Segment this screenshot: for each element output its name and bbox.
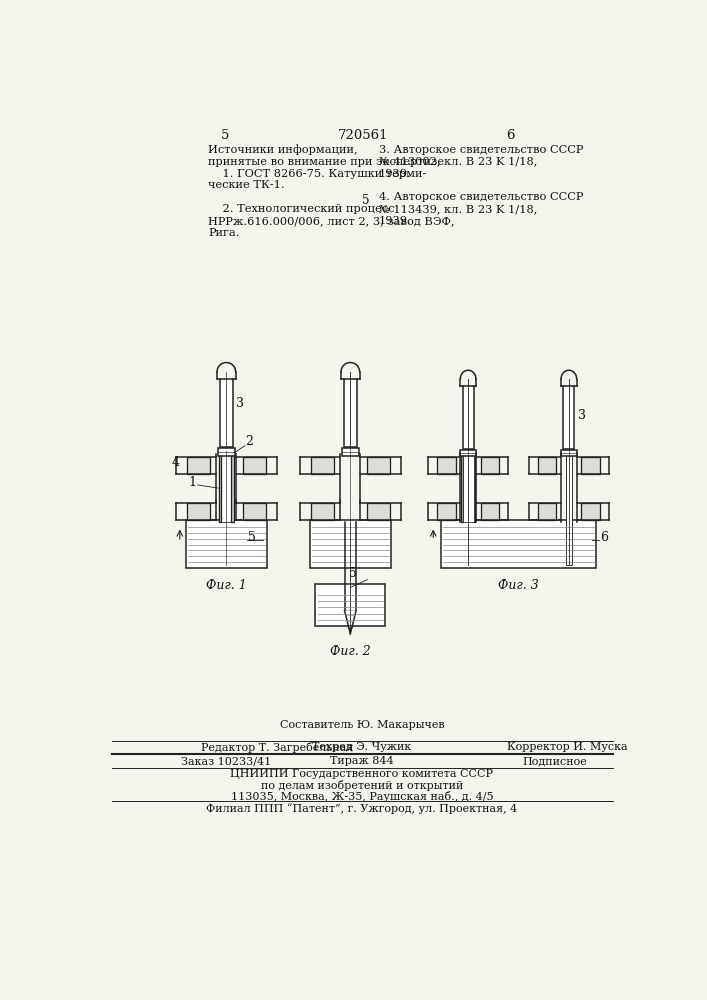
Text: НРРж.616.000/006, лист 2, 3, завод ВЭФ,: НРРж.616.000/006, лист 2, 3, завод ВЭФ, <box>209 216 455 226</box>
Bar <box>481 457 499 474</box>
Text: 3: 3 <box>235 397 244 410</box>
Text: 1939.: 1939. <box>379 169 411 179</box>
Text: Фиг. 2: Фиг. 2 <box>330 645 370 658</box>
Text: 6: 6 <box>506 129 515 142</box>
Bar <box>341 448 359 456</box>
Text: № 113439, кл. B 23 K 1/18,: № 113439, кл. B 23 K 1/18, <box>379 204 541 214</box>
Text: 1: 1 <box>189 476 197 489</box>
Bar <box>462 454 474 522</box>
Bar <box>218 448 235 456</box>
Text: 2: 2 <box>245 435 253 448</box>
Text: по делам изобретений и открытий: по делам изобретений и открытий <box>261 780 463 791</box>
Bar <box>461 454 464 522</box>
Bar <box>538 457 556 474</box>
Bar <box>566 454 572 565</box>
Text: Заказ 10233/41: Заказ 10233/41 <box>182 756 271 766</box>
Bar <box>187 457 210 474</box>
Text: 720561: 720561 <box>337 129 388 142</box>
Text: 113035, Москва, Ж-35, Раушская наб., д. 4/5: 113035, Москва, Ж-35, Раушская наб., д. … <box>230 791 493 802</box>
Text: ческие ТК-1.: ческие ТК-1. <box>209 180 285 190</box>
Text: 4: 4 <box>171 456 180 470</box>
Text: 4. Авторское свидетельство СССР: 4. Авторское свидетельство СССР <box>379 192 583 202</box>
Bar <box>367 503 390 520</box>
Text: ЦНИИПИ Государственного комитета СССР: ЦНИИПИ Государственного комитета СССР <box>230 769 493 779</box>
Bar <box>538 503 556 520</box>
Bar <box>221 453 232 522</box>
Bar <box>311 503 334 520</box>
Text: Филиал ППП “Патент”, г. Ужгород, ул. Проектная, 4: Филиал ППП “Патент”, г. Ужгород, ул. Про… <box>206 803 518 814</box>
Text: Корректор И. Муска: Корректор И. Муска <box>507 742 628 752</box>
Bar <box>243 457 266 474</box>
Bar <box>344 379 356 447</box>
Bar <box>231 453 234 522</box>
Bar <box>441 520 596 568</box>
Bar <box>311 457 334 474</box>
Bar <box>186 520 267 568</box>
Bar <box>481 503 499 520</box>
Bar <box>187 503 210 520</box>
Text: Фиг. 3: Фиг. 3 <box>498 579 539 592</box>
Bar <box>462 386 474 449</box>
Bar <box>310 520 391 568</box>
Bar <box>563 386 574 449</box>
Text: 6: 6 <box>600 531 608 544</box>
Text: Тираж 844: Тираж 844 <box>330 756 394 766</box>
Text: Источники информации,: Источники информации, <box>209 145 358 155</box>
Text: 5: 5 <box>362 194 370 207</box>
Bar <box>460 450 476 456</box>
Text: 5: 5 <box>221 129 230 142</box>
Text: 2. Технологический процесс: 2. Технологический процесс <box>209 204 395 214</box>
Text: Техред Э. Чужик: Техред Э. Чужик <box>312 742 411 752</box>
Bar <box>367 457 390 474</box>
Text: Подписное: Подписное <box>522 756 587 766</box>
Bar <box>561 450 577 456</box>
Bar <box>437 457 456 474</box>
Bar <box>581 503 600 520</box>
Text: Редактор Т. Загребельная: Редактор Т. Загребельная <box>201 742 353 753</box>
Bar <box>220 379 233 447</box>
Text: № 413002, кл. B 23 K 1/18,: № 413002, кл. B 23 K 1/18, <box>379 157 541 167</box>
Bar <box>473 454 475 522</box>
Text: 5: 5 <box>248 531 256 544</box>
Text: 1. ГОСТ 8266-75. Катушки терми-: 1. ГОСТ 8266-75. Катушки терми- <box>209 169 427 179</box>
Bar <box>581 457 600 474</box>
Text: принятые во внимание при экспертизе: принятые во внимание при экспертизе <box>209 157 445 167</box>
Text: Рига.: Рига. <box>209 228 240 238</box>
Bar <box>315 584 385 626</box>
Bar <box>219 453 221 522</box>
Text: 3: 3 <box>578 409 586 422</box>
Text: 1939.: 1939. <box>379 216 411 226</box>
Text: Фиг. 1: Фиг. 1 <box>206 579 247 592</box>
Bar <box>437 503 456 520</box>
Text: 3. Авторское свидетельство СССР: 3. Авторское свидетельство СССР <box>379 145 583 155</box>
Text: 5: 5 <box>349 567 356 580</box>
Bar <box>243 503 266 520</box>
Text: Составитель Ю. Макарычев: Составитель Ю. Макарычев <box>280 720 444 730</box>
